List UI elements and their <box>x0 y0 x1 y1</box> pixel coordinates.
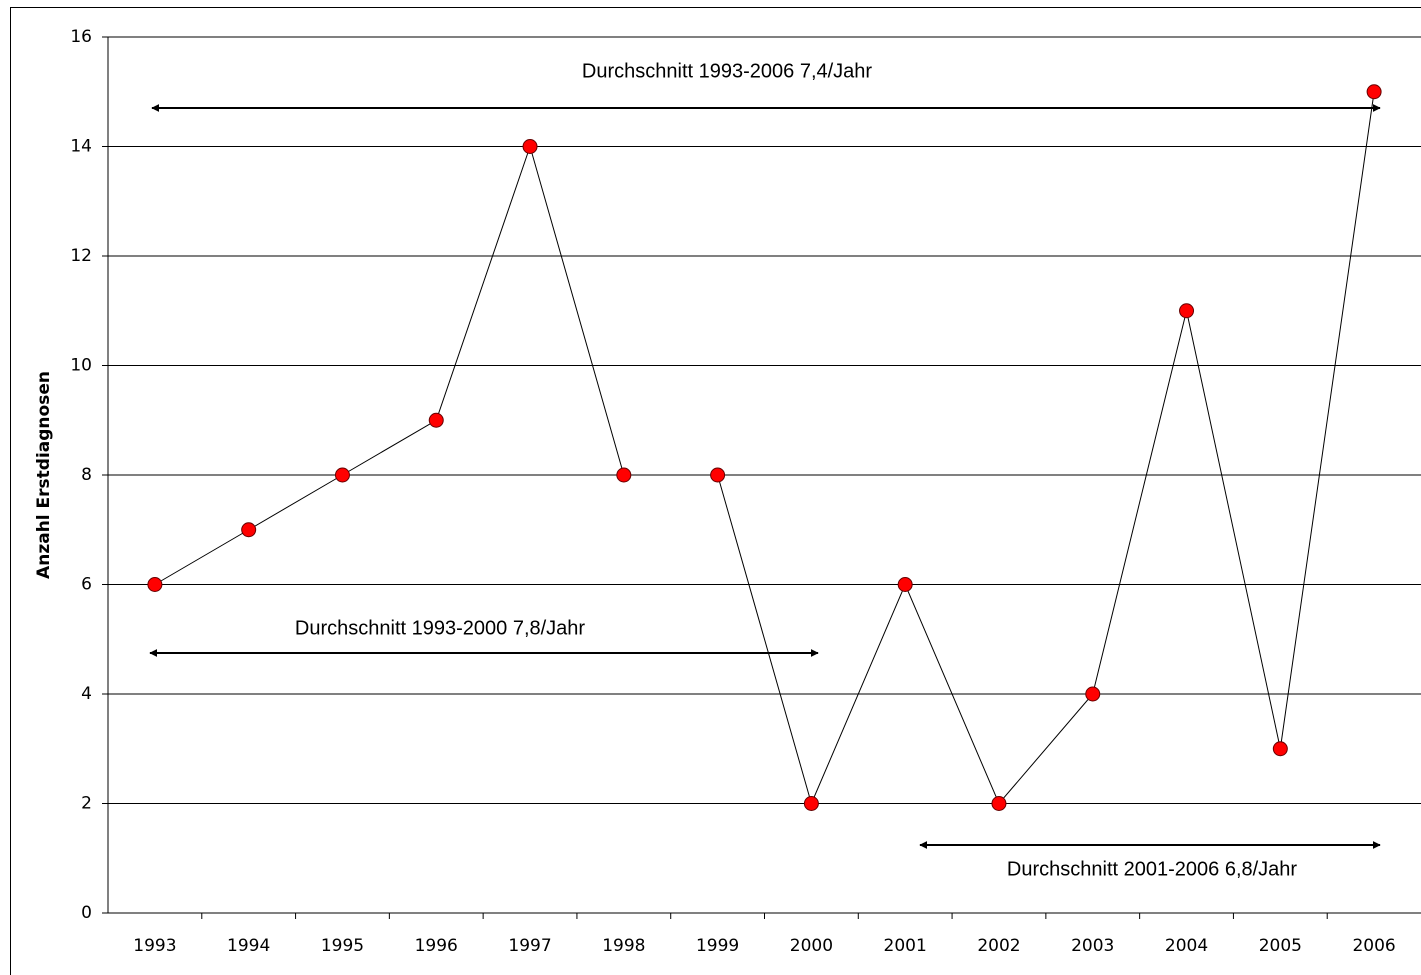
data-point <box>334 467 350 483</box>
y-tick-label: 10 <box>70 356 92 376</box>
x-tick-label: 2002 <box>977 936 1020 956</box>
y-axis-label: Anzahl Erstdiagnosen <box>34 371 54 579</box>
annotation: Durchschnitt 1993-2006 7,4/Jahr <box>582 60 873 82</box>
x-tick-label: 2003 <box>1071 936 1114 956</box>
x-tick-label: 1996 <box>415 936 458 956</box>
data-point <box>1179 303 1195 319</box>
x-tick-label: 1993 <box>133 936 176 956</box>
data-point <box>522 139 538 154</box>
x-tick-label: 1999 <box>696 936 739 956</box>
data-point <box>1085 686 1101 702</box>
data-point <box>1366 84 1382 100</box>
y-tick-label: 14 <box>70 137 92 157</box>
x-tick-label: 2005 <box>1259 936 1302 956</box>
annotation: Durchschnitt 1993-2000 7,8/Jahr <box>295 617 586 639</box>
y-tick-label: 8 <box>81 465 92 485</box>
data-point <box>1272 741 1288 757</box>
chart-frame <box>10 7 1421 975</box>
data-point <box>147 577 163 592</box>
data-point <box>616 467 632 483</box>
x-tick-label: 2004 <box>1165 936 1208 956</box>
x-tick-label: 2000 <box>790 936 833 956</box>
annotation: Durchschnitt 2001-2006 6,8/Jahr <box>1007 858 1298 880</box>
x-tick-label: 2001 <box>884 936 927 956</box>
x-tick-label: 2006 <box>1352 936 1395 956</box>
data-point <box>897 577 913 592</box>
data-point <box>241 522 257 538</box>
y-tick-label: 16 <box>70 27 92 47</box>
data-point <box>803 796 819 811</box>
x-tick-label: 1994 <box>227 936 270 956</box>
x-tick-label: 1997 <box>508 936 551 956</box>
x-tick-label: 1995 <box>321 936 364 956</box>
y-tick-label: 4 <box>81 684 92 704</box>
y-tick-label: 6 <box>81 575 92 595</box>
y-tick-label: 0 <box>81 903 92 923</box>
data-point <box>991 796 1007 811</box>
y-tick-label: 2 <box>81 794 92 814</box>
data-point <box>710 467 726 483</box>
data-line <box>154 91 1375 805</box>
x-tick-label: 1998 <box>602 936 645 956</box>
data-point <box>428 412 444 428</box>
y-tick-label: 12 <box>70 246 92 266</box>
